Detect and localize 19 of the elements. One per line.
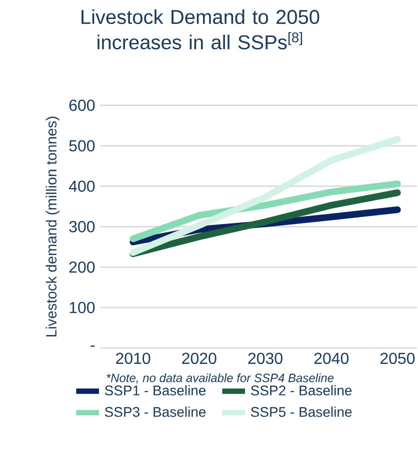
- legend-label: SSP2 - Baseline: [250, 385, 352, 396]
- y-tick-label: 300: [69, 221, 95, 232]
- y-tick-label: 600: [69, 100, 95, 111]
- legend-label: SSP5 - Baseline: [250, 406, 352, 417]
- y-axis-title: Livestock demand (million tonnes): [46, 116, 60, 336]
- x-tick-label: 2020: [182, 352, 216, 364]
- y-tick-label: 100: [70, 302, 95, 314]
- x-tick-label: 2010: [116, 352, 150, 364]
- text: *Note, no data available for SSP4 Baseline: [106, 373, 334, 384]
- x-tick-label: 2030: [248, 352, 282, 364]
- x-tick-label: 2050: [380, 352, 415, 364]
- y-tick-label: 500: [69, 140, 95, 152]
- y-tick-label: 200: [69, 261, 95, 273]
- chart-title: Livestock Demand to 2050 increases in all SSPs$^{[8]}$: [82, 9, 320, 50]
- y-tick-label: 400: [68, 180, 95, 192]
- legend-label: SSP1 - Baseline: [104, 385, 206, 396]
- x-tick-label: 2040: [314, 352, 349, 364]
- legend-label: SSP3 - Baseline: [104, 406, 206, 417]
- y-tick-label: -: [90, 346, 95, 347]
